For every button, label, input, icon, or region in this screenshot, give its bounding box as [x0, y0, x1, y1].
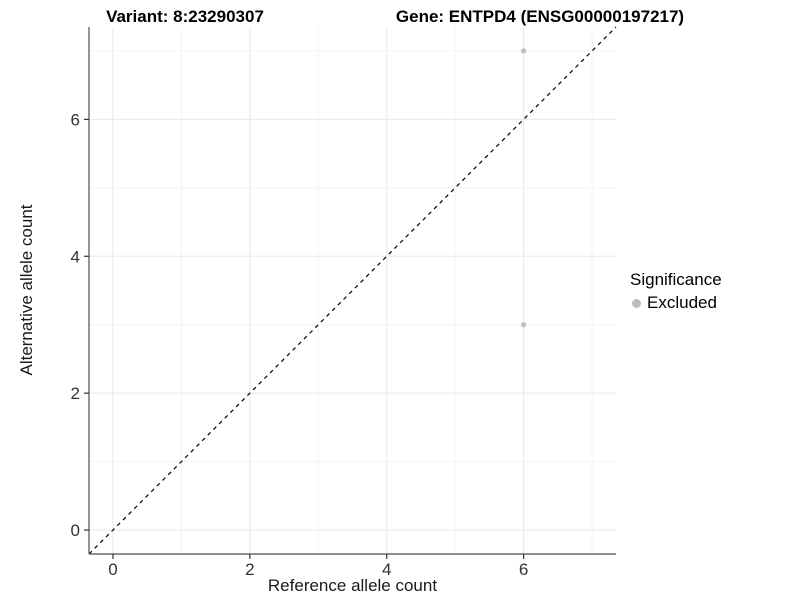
data-point: [521, 48, 527, 54]
y-tick-label: 2: [71, 384, 80, 403]
plot-title-gene: Gene: ENTPD4 (ENSG00000197217): [395, 7, 685, 26]
legend: Significance Excluded: [630, 270, 722, 313]
y-tick-label: 6: [71, 110, 80, 129]
plot-title-variant: Variant: 8:23290307: [106, 7, 264, 26]
x-tick-label: 0: [108, 560, 117, 579]
legend-point-icon: [632, 298, 641, 308]
x-tick-label: 6: [519, 560, 528, 579]
data-point: [521, 322, 527, 328]
legend-title: Significance: [630, 270, 722, 289]
legend-item-excluded: Excluded: [630, 293, 722, 313]
x-axis-title: Reference allele count: [267, 576, 438, 595]
y-tick-label: 4: [71, 247, 80, 266]
y-tick-label: 0: [71, 521, 80, 540]
y-axis-title: Alternative allele count: [17, 204, 36, 376]
x-tick-label: 4: [382, 560, 391, 579]
identity-line: [88, 26, 617, 555]
legend-item-label: Excluded: [647, 293, 717, 312]
x-tick-label: 2: [245, 560, 254, 579]
